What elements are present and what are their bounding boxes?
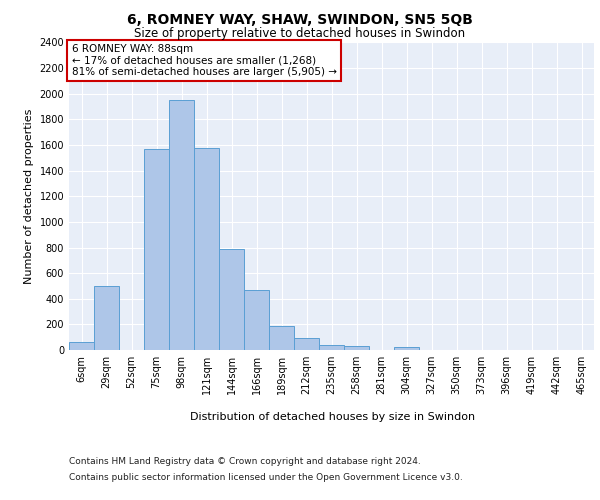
Bar bbox=[244, 290, 269, 350]
Bar bbox=[144, 149, 169, 350]
Bar bbox=[194, 148, 219, 350]
Y-axis label: Number of detached properties: Number of detached properties bbox=[24, 108, 34, 284]
Text: 6 ROMNEY WAY: 88sqm
← 17% of detached houses are smaller (1,268)
81% of semi-det: 6 ROMNEY WAY: 88sqm ← 17% of detached ho… bbox=[71, 44, 337, 77]
Text: 6, ROMNEY WAY, SHAW, SWINDON, SN5 5QB: 6, ROMNEY WAY, SHAW, SWINDON, SN5 5QB bbox=[127, 12, 473, 26]
Bar bbox=[344, 346, 369, 350]
Bar bbox=[294, 338, 319, 350]
Text: Contains HM Land Registry data © Crown copyright and database right 2024.: Contains HM Land Registry data © Crown c… bbox=[69, 458, 421, 466]
Text: Distribution of detached houses by size in Swindon: Distribution of detached houses by size … bbox=[190, 412, 476, 422]
Bar bbox=[94, 286, 119, 350]
Text: Contains public sector information licensed under the Open Government Licence v3: Contains public sector information licen… bbox=[69, 472, 463, 482]
Bar bbox=[169, 100, 194, 350]
Bar bbox=[269, 326, 294, 350]
Bar bbox=[319, 344, 344, 350]
Text: Size of property relative to detached houses in Swindon: Size of property relative to detached ho… bbox=[134, 28, 466, 40]
Bar bbox=[219, 249, 244, 350]
Bar bbox=[394, 348, 419, 350]
Bar bbox=[69, 342, 94, 350]
